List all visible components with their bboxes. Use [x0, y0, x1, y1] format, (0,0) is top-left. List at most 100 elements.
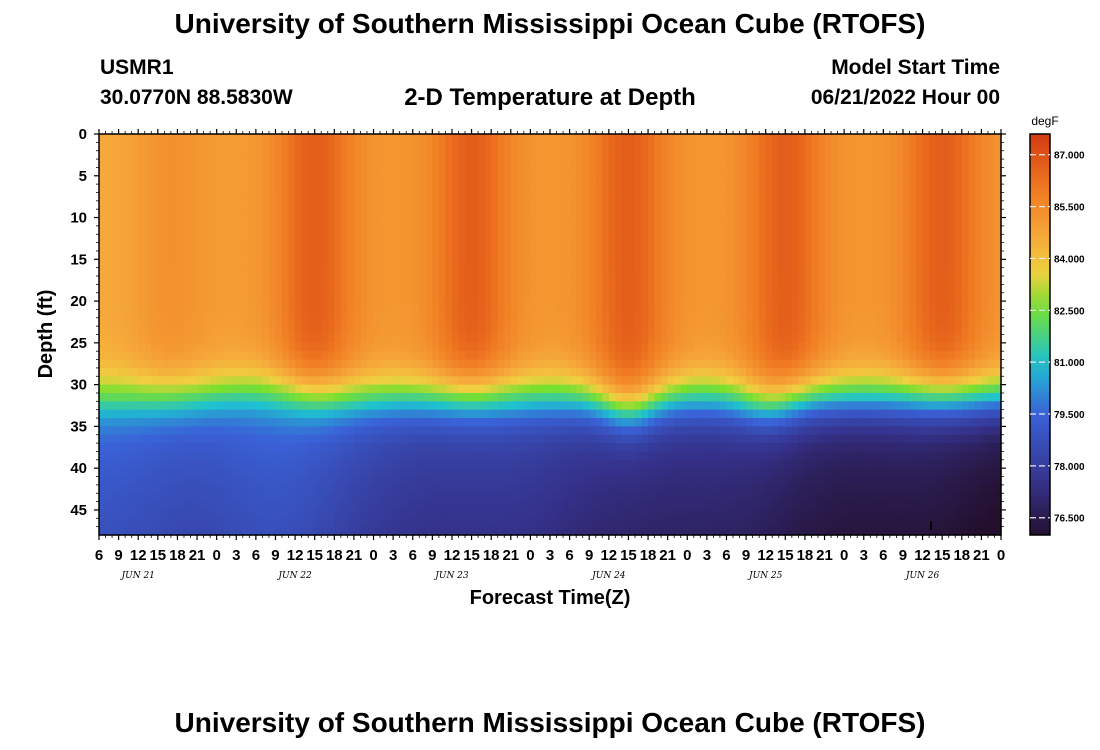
heatmap-cell [602, 200, 610, 210]
heatmap-cell [523, 392, 531, 402]
heatmap-cell [713, 309, 721, 319]
heatmap-cell [615, 501, 623, 511]
heatmap-cell [471, 184, 479, 194]
heatmap-cell [674, 401, 682, 411]
heatmap-cell [301, 509, 309, 519]
heatmap-cell [471, 192, 479, 202]
heatmap-cell [576, 301, 584, 311]
heatmap-cell [419, 284, 427, 294]
heatmap-cell [282, 459, 290, 469]
heatmap-cell [765, 142, 773, 152]
heatmap-cell [504, 326, 512, 336]
heatmap-cell [99, 401, 107, 411]
heatmap-cell [197, 209, 205, 219]
heatmap-cell [170, 184, 179, 194]
heatmap-cell [242, 418, 250, 427]
heatmap-cell [360, 175, 368, 185]
heatmap-cell [164, 401, 172, 411]
heatmap-cell [334, 234, 342, 244]
heatmap-cell [550, 167, 558, 177]
heatmap-cell [719, 192, 728, 202]
heatmap-cell [242, 409, 250, 419]
heatmap-cell [314, 167, 322, 177]
heatmap-cell [242, 242, 250, 252]
heatmap-cell [99, 259, 107, 269]
heatmap-cell [157, 200, 165, 210]
heatmap-cell [445, 209, 453, 219]
heatmap-cell [301, 184, 309, 194]
heatmap-cell [615, 351, 623, 361]
heatmap-cell [412, 192, 420, 202]
heatmap-cell [229, 301, 237, 311]
heatmap-cell [471, 267, 479, 277]
heatmap-cell [615, 509, 623, 519]
heatmap-cell [543, 409, 551, 419]
heatmap-cell [157, 242, 165, 252]
heatmap-cell [157, 276, 165, 285]
heatmap-cell [726, 518, 734, 528]
heatmap-cell [131, 392, 139, 402]
heatmap-cell [752, 301, 760, 311]
heatmap-cell [216, 209, 224, 219]
heatmap-cell [628, 301, 636, 311]
heatmap-cell [340, 401, 348, 411]
heatmap-cell [687, 526, 695, 536]
heatmap-cell [138, 484, 146, 494]
heatmap-cell [262, 217, 270, 227]
heatmap-cell [275, 175, 283, 185]
heatmap-cell [347, 200, 355, 210]
heatmap-cell [621, 217, 630, 227]
heatmap-cell [523, 159, 531, 169]
heatmap-cell [680, 184, 688, 194]
heatmap-cell [772, 493, 780, 503]
heatmap-cell [412, 225, 420, 235]
heatmap-cell [536, 150, 545, 160]
heatmap-cell [340, 217, 348, 227]
heatmap-cell [262, 276, 270, 285]
heatmap-cell [112, 409, 120, 419]
heatmap-cell [138, 326, 146, 336]
heatmap-cell [438, 209, 447, 219]
heatmap-cell [373, 392, 381, 402]
heatmap-cell [380, 443, 388, 453]
heatmap-cell [621, 326, 630, 336]
heatmap-cell [510, 250, 518, 260]
heatmap-cell [223, 434, 231, 444]
heatmap-cell [380, 392, 388, 402]
heatmap-cell [314, 476, 322, 486]
heatmap-cell [497, 493, 505, 503]
heatmap-cell [157, 309, 165, 319]
heatmap-cell [654, 159, 662, 169]
heatmap-cell [190, 493, 198, 503]
heatmap-cell [445, 192, 453, 202]
heatmap-cell [706, 392, 715, 402]
heatmap-cell [177, 167, 185, 177]
heatmap-cell [543, 434, 551, 444]
heatmap-cell [275, 159, 283, 169]
heatmap-cell [347, 217, 355, 227]
heatmap-cell [406, 175, 414, 185]
heatmap-cell [197, 267, 205, 277]
heatmap-cell [504, 351, 512, 361]
heatmap-cell [321, 443, 329, 453]
heatmap-cell [223, 225, 231, 235]
heatmap-cell [301, 209, 309, 219]
heatmap-cell [190, 459, 198, 469]
heatmap-cell [170, 225, 179, 235]
heatmap-cell [334, 376, 342, 386]
heatmap-cell [497, 200, 505, 210]
heatmap-cell [700, 367, 708, 377]
heatmap-cell [105, 509, 113, 519]
heatmap-cell [445, 476, 453, 486]
heatmap-cell [471, 418, 479, 427]
heatmap-cell [229, 175, 237, 185]
heatmap-cell [471, 509, 479, 519]
heatmap-cell [648, 159, 656, 169]
heatmap-cell [589, 276, 597, 285]
heatmap-cell [144, 150, 152, 160]
heatmap-cell [112, 292, 120, 302]
heatmap-cell [157, 259, 165, 269]
heatmap-cell [621, 317, 630, 327]
heatmap-cell [595, 234, 603, 244]
heatmap-cell [327, 225, 335, 235]
